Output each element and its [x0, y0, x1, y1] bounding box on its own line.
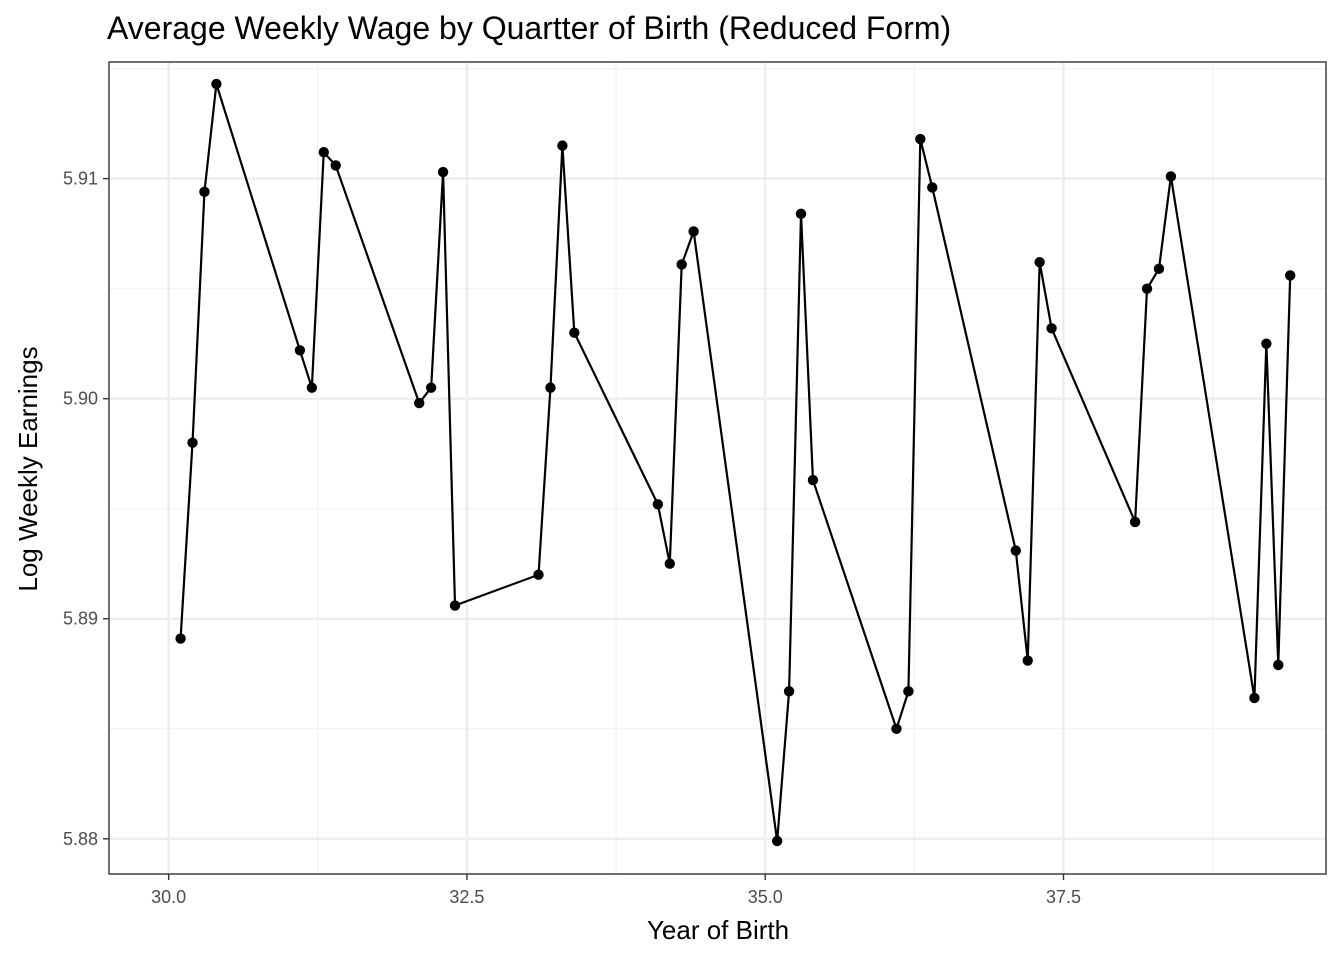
- data-point: [807, 474, 819, 486]
- data-point: [1129, 516, 1141, 528]
- data-point: [557, 140, 568, 151]
- data-point: [545, 382, 556, 393]
- data-point: [1046, 323, 1057, 334]
- data-point: [330, 160, 341, 171]
- y-tick-label: 5.88: [63, 829, 98, 849]
- x-tick-label: 37.5: [1046, 887, 1081, 907]
- data-point: [664, 558, 675, 569]
- y-tick-label: 5.91: [63, 169, 98, 189]
- data-point: [175, 633, 186, 644]
- data-point: [318, 147, 329, 158]
- data-point: [1249, 692, 1260, 704]
- data-point: [533, 569, 544, 580]
- series-line: [179, 82, 1292, 843]
- data-point: [425, 382, 437, 393]
- data-point: [1285, 270, 1296, 281]
- x-tick-label: 35.0: [748, 887, 783, 907]
- data-point: [915, 133, 926, 145]
- data-point: [783, 686, 795, 697]
- data-point: [437, 166, 449, 178]
- y-tick-label: 5.90: [63, 389, 98, 409]
- axes: 30.0 32.5 35.0 37.5 5.88 5.89 5.90 5.91: [63, 169, 1081, 907]
- y-axis-title: Log Weekly Earnings: [13, 346, 43, 591]
- data-point: [211, 78, 222, 90]
- data-point: [1153, 263, 1165, 275]
- x-tick-label: 30.0: [151, 887, 186, 907]
- series-layer: [175, 78, 1296, 847]
- data-point: [1273, 659, 1284, 671]
- data-point: [771, 835, 783, 847]
- data-point: [1165, 171, 1177, 182]
- data-point: [891, 723, 902, 734]
- grid-lines: [109, 62, 1326, 874]
- data-point: [927, 182, 938, 193]
- data-point: [652, 499, 664, 510]
- data-point: [414, 397, 425, 409]
- data-point: [1141, 283, 1153, 294]
- data-point: [688, 226, 699, 237]
- data-point: [294, 345, 306, 356]
- chart-title: Average Weekly Wage by Quartter of Birth…: [107, 10, 951, 46]
- data-point: [676, 259, 687, 270]
- data-point: [449, 600, 461, 611]
- data-point: [1022, 655, 1033, 666]
- data-point: [306, 382, 318, 393]
- panel-border: [108, 61, 1327, 875]
- y-tick-label: 5.89: [63, 609, 98, 629]
- x-tick-label: 32.5: [449, 887, 484, 907]
- data-point: [569, 327, 580, 338]
- data-point: [795, 208, 807, 220]
- data-point: [1034, 257, 1045, 268]
- data-point: [187, 437, 198, 448]
- data-point: [1261, 338, 1272, 349]
- data-point: [1010, 545, 1021, 556]
- data-point: [903, 686, 914, 697]
- data-point: [199, 186, 210, 198]
- x-axis-title: Year of Birth: [647, 915, 789, 945]
